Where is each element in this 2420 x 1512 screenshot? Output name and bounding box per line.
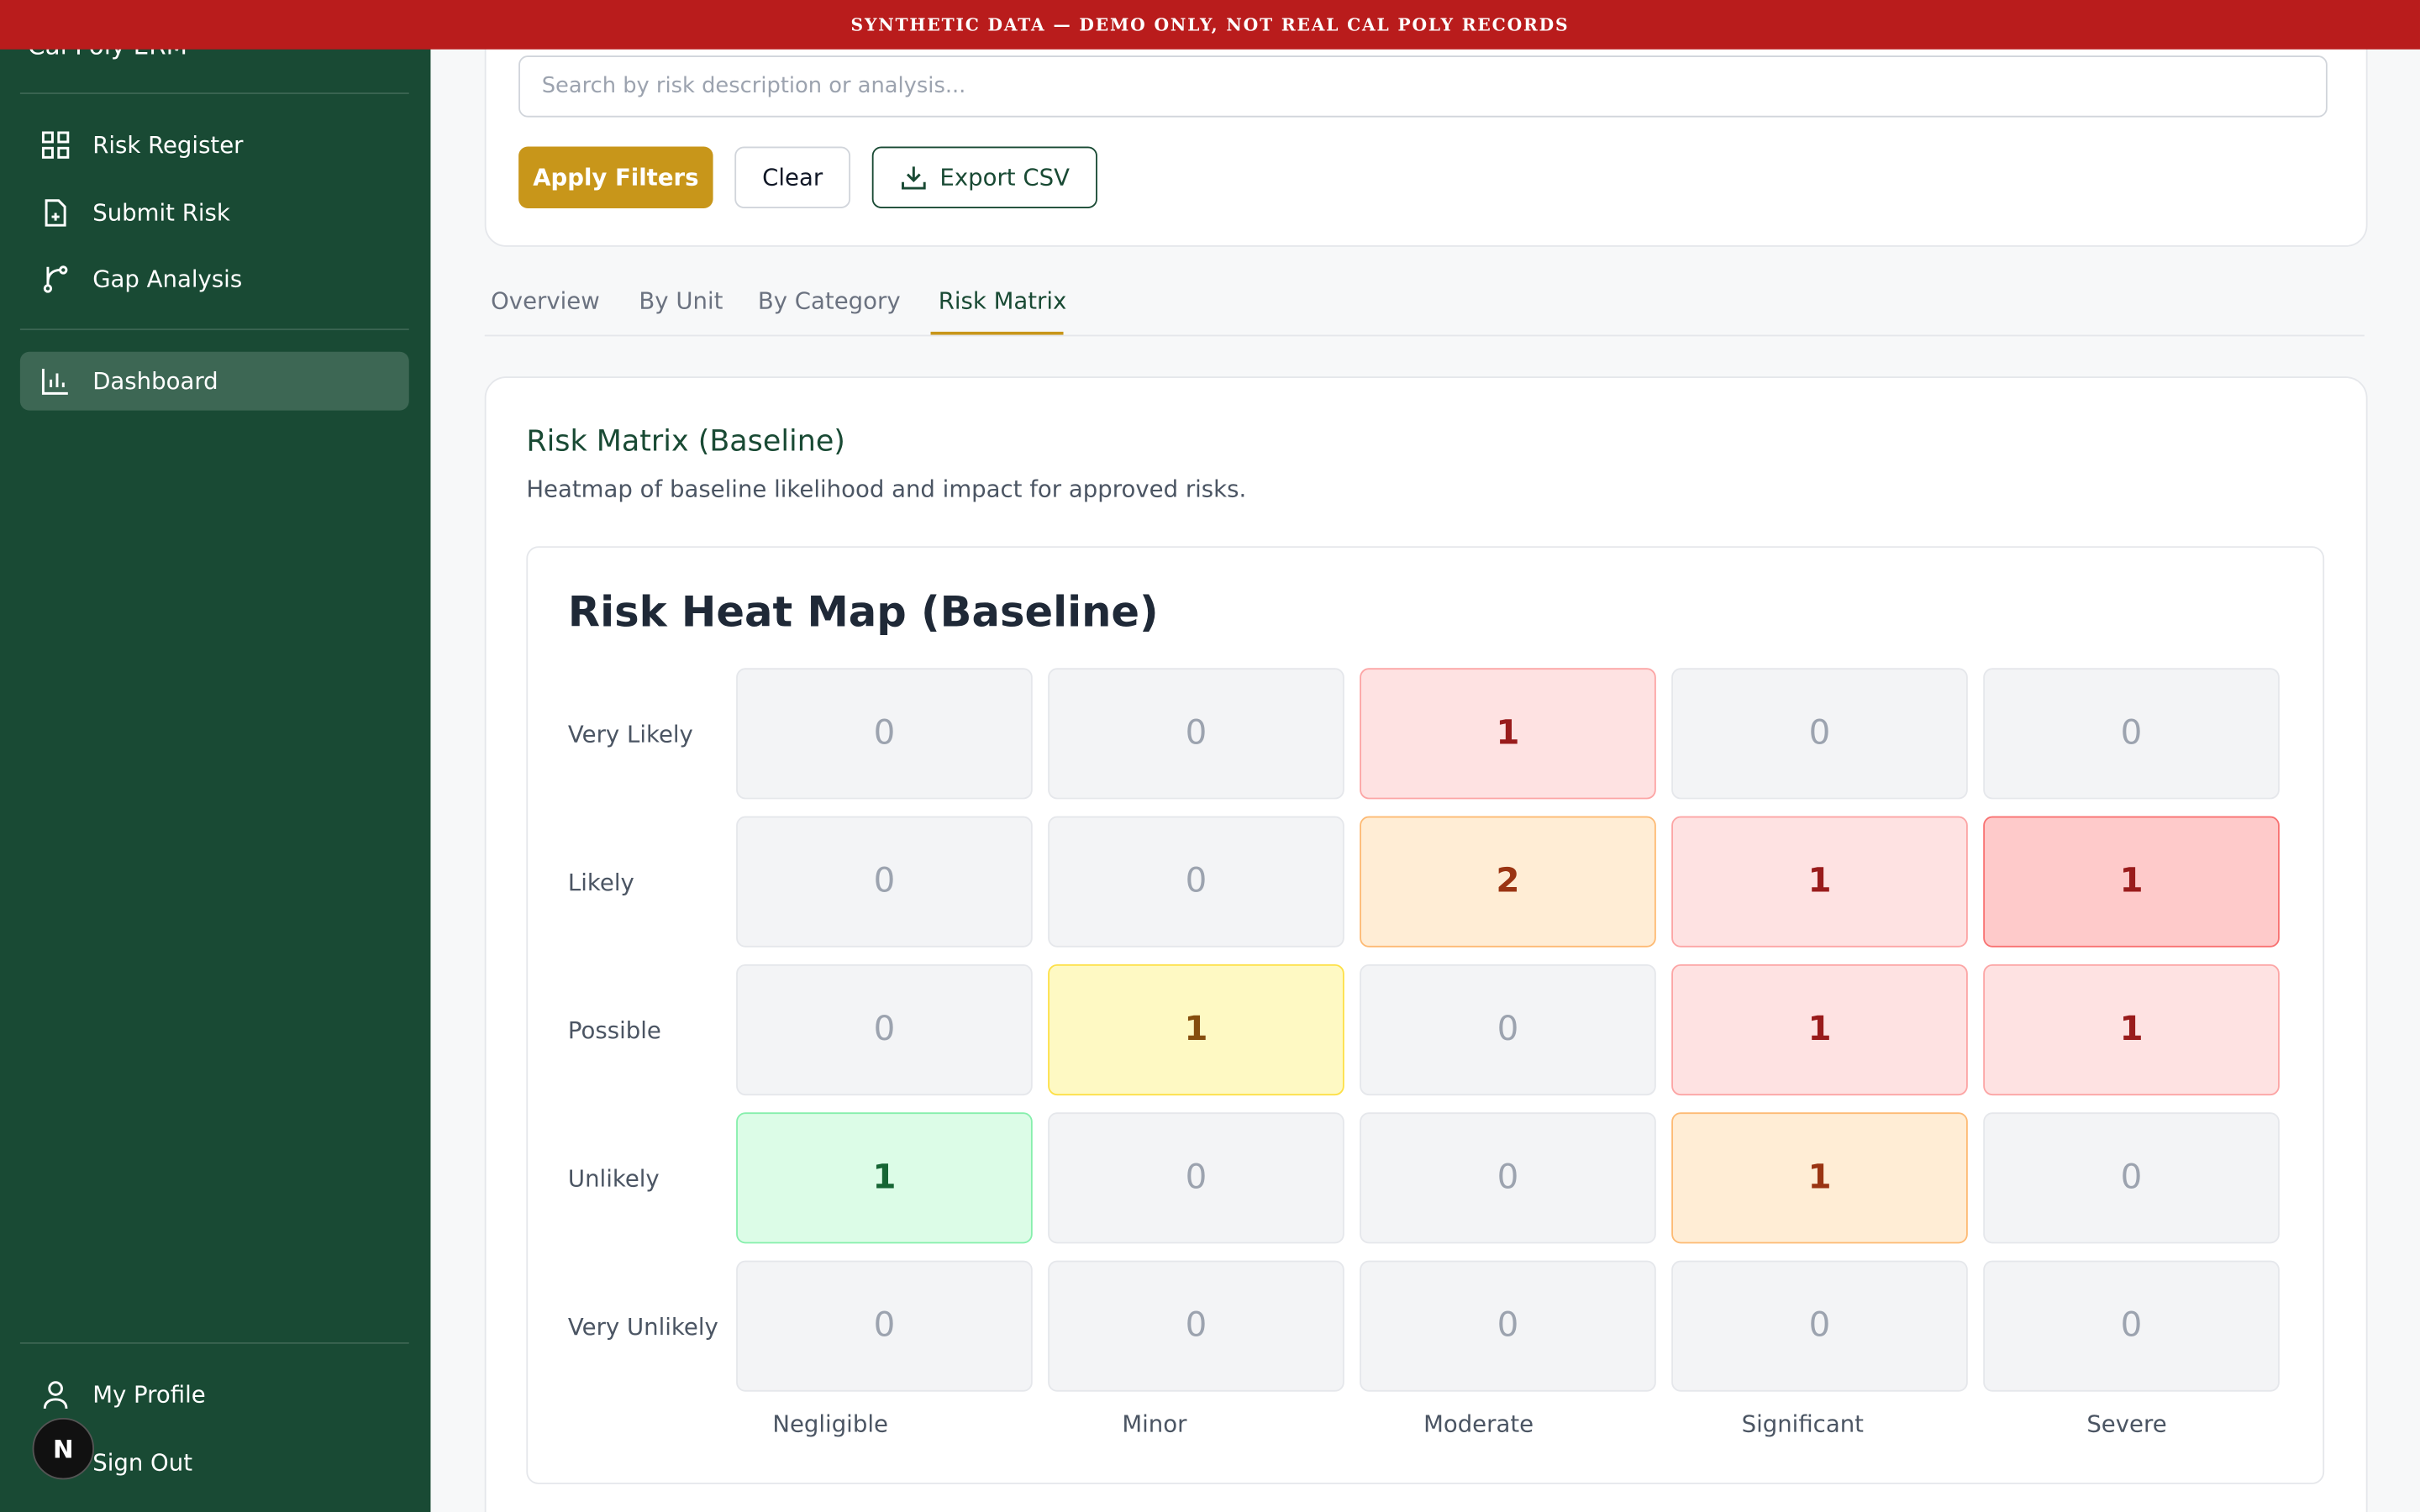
nav-label: Dashboard — [92, 367, 218, 396]
row-label: Very Likely — [567, 720, 693, 748]
heatmap-cell[interactable]: 1 — [736, 1112, 1033, 1244]
heatmap-cell[interactable]: 0 — [1048, 1260, 1344, 1392]
nav-label: Risk Register — [92, 131, 244, 160]
nav-item[interactable]: Submit Risk — [20, 184, 409, 243]
heatmap-cell[interactable]: 2 — [1360, 816, 1656, 948]
tab[interactable]: By Unit — [639, 286, 723, 315]
search-input[interactable]: Search by risk description or analysis..… — [518, 55, 2328, 118]
nav-label: My Profile — [92, 1380, 206, 1409]
heatmap-cell[interactable]: 0 — [1360, 1112, 1656, 1244]
divider — [19, 328, 409, 331]
nav-item[interactable]: My Profile — [20, 1366, 409, 1425]
divider — [19, 92, 409, 95]
heatmap-cell[interactable]: 1 — [1983, 816, 2280, 948]
nav-item-active[interactable]: Dashboard — [19, 351, 409, 411]
row-label: Possible — [567, 1016, 661, 1045]
panel-title: Risk Matrix (Baseline) — [526, 424, 845, 459]
filter-card — [484, 15, 2368, 247]
heatmap-cell[interactable]: 0 — [1671, 1260, 1968, 1392]
nav-item[interactable]: Gap Analysis — [20, 250, 409, 309]
heatmap-cell[interactable]: 0 — [736, 963, 1033, 1096]
row-label: Very Unlikely — [567, 1313, 718, 1341]
tab[interactable]: By Category — [757, 286, 901, 315]
export-button[interactable]: Export CSV — [871, 146, 1097, 208]
heatmap-cell[interactable]: 1 — [1360, 668, 1656, 800]
heatmap-cell[interactable]: 0 — [1671, 668, 1968, 800]
heatmap-cell[interactable]: 0 — [736, 668, 1033, 800]
row-label: Unlikely — [567, 1164, 660, 1193]
panel-subtitle: Heatmap of baseline likelihood and impac… — [526, 475, 1247, 503]
nav-label: Sign Out — [92, 1448, 193, 1477]
heatmap-cell[interactable]: 0 — [736, 816, 1033, 948]
nav-label: Gap Analysis — [92, 265, 243, 293]
nav-item[interactable]: Sign Out — [20, 1433, 409, 1492]
clear-button[interactable]: Clear — [734, 146, 851, 208]
heatmap-title: Risk Heat Map (Baseline) — [567, 589, 1159, 638]
column-label: Moderate — [1423, 1410, 1534, 1438]
heatmap-cell[interactable]: 0 — [1048, 816, 1344, 948]
heatmap-cell[interactable]: 1 — [1983, 963, 2280, 1096]
heatmap-cell[interactable]: 0 — [1360, 1260, 1656, 1392]
heatmap-cell[interactable]: 0 — [1983, 668, 2280, 800]
heatmap-cell[interactable]: 0 — [1048, 668, 1344, 800]
download-icon — [901, 166, 926, 190]
apply-button[interactable]: Apply Filters — [518, 146, 713, 208]
nav-label: Submit Risk — [92, 198, 230, 227]
nav-item[interactable]: Risk Register — [20, 116, 409, 175]
heatmap-cell[interactable]: 1 — [1048, 963, 1344, 1096]
sidebar: Cal Poly ERM Risk Register Submit Risk G… — [0, 0, 431, 1512]
demo-banner: SYNTHETIC DATA — DEMO ONLY, NOT REAL CAL… — [0, 0, 2420, 50]
tab-underline — [930, 331, 1064, 335]
tab-rule — [484, 334, 2365, 337]
heatmap-cell[interactable]: 0 — [736, 1260, 1033, 1392]
column-label: Severe — [2086, 1410, 2167, 1438]
heatmap-cell[interactable]: 1 — [1671, 1112, 1968, 1244]
button-label: Export CSV — [939, 163, 1070, 192]
heatmap-cell[interactable]: 0 — [1983, 1112, 2280, 1244]
divider — [19, 1341, 409, 1344]
column-label: Significant — [1741, 1410, 1864, 1438]
tab[interactable]: Overview — [491, 286, 600, 315]
row-label: Likely — [567, 869, 634, 897]
column-label: Minor — [1122, 1410, 1187, 1438]
heatmap-cell[interactable]: 1 — [1671, 816, 1968, 948]
column-label: Negligible — [772, 1410, 888, 1438]
avatar[interactable]: N — [32, 1417, 95, 1480]
heatmap-cell[interactable]: 0 — [1048, 1112, 1344, 1244]
heatmap-cell[interactable]: 1 — [1671, 963, 1968, 1096]
tab-active[interactable]: Risk Matrix — [938, 286, 1067, 315]
heatmap-cell[interactable]: 0 — [1360, 963, 1656, 1096]
heatmap-cell[interactable]: 0 — [1983, 1260, 2280, 1392]
